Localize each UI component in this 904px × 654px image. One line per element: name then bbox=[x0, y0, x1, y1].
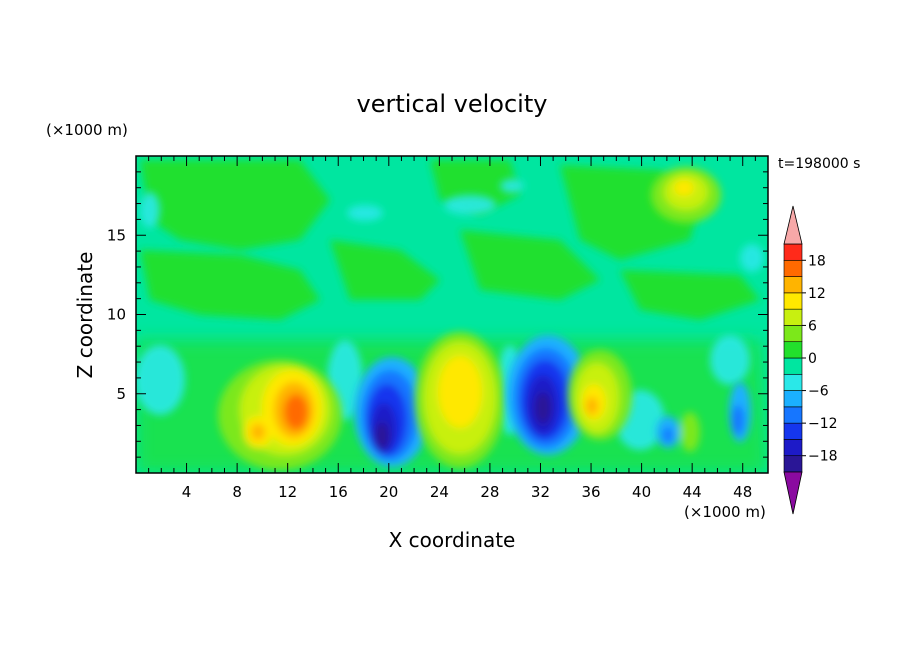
colorbar-segment bbox=[783, 243, 803, 261]
colorbar-segment bbox=[783, 422, 803, 440]
x-tick-label: 40 bbox=[632, 483, 651, 501]
colorbar-segment bbox=[783, 276, 803, 294]
colorbar-tick-label: −12 bbox=[808, 416, 838, 432]
x-tick-label: 28 bbox=[480, 483, 499, 501]
colorbar-under-arrow bbox=[783, 471, 803, 515]
x-tick-label: 32 bbox=[531, 483, 550, 501]
colorbar-segment bbox=[783, 357, 803, 375]
x-tick-label: 48 bbox=[733, 483, 752, 501]
chart-title: vertical velocity bbox=[357, 90, 548, 118]
colorbar-over-arrow bbox=[783, 205, 803, 245]
x-axis: 4 8 12 16 20 24 28 32 36 40 44 48 bbox=[148, 156, 756, 501]
y-axis: 5 10 15 bbox=[107, 171, 768, 458]
colorbar-tick-label: −18 bbox=[808, 449, 838, 465]
colorbar-segment bbox=[783, 406, 803, 424]
colorbar-segment bbox=[783, 341, 803, 359]
x-tick-label: 44 bbox=[683, 483, 702, 501]
x-tick-label: 36 bbox=[581, 483, 600, 501]
time-label: t=198000 s bbox=[778, 156, 860, 172]
y-unit-label: (×1000 m) bbox=[46, 121, 128, 139]
x-tick-label: 4 bbox=[182, 483, 192, 501]
colorbar-tick-label: 12 bbox=[808, 286, 826, 302]
x-tick-label: 24 bbox=[430, 483, 449, 501]
colorbar: 18 12 6 0 −6 −12 −18 bbox=[783, 205, 838, 515]
colorbar-segment bbox=[783, 455, 803, 473]
x-tick-label: 20 bbox=[379, 483, 398, 501]
heatmap-field bbox=[136, 156, 768, 473]
colorbar-segment bbox=[783, 390, 803, 408]
colorbar-tick-label: 6 bbox=[808, 318, 817, 334]
colorbar-segment bbox=[783, 308, 803, 326]
colorbar-tick-label: 18 bbox=[808, 253, 826, 269]
colorbar-segment bbox=[783, 439, 803, 457]
colorbar-tick-label: −6 bbox=[808, 384, 829, 400]
y-tick-label: 5 bbox=[116, 385, 126, 403]
y-axis-label: Z coordinate bbox=[73, 252, 97, 379]
colorbar-segment bbox=[783, 325, 803, 343]
x-tick-label: 8 bbox=[232, 483, 242, 501]
x-tick-label: 12 bbox=[278, 483, 297, 501]
x-axis-label: X coordinate bbox=[389, 528, 516, 552]
y-tick-label: 15 bbox=[107, 226, 126, 244]
x-unit-label: (×1000 m) bbox=[684, 503, 766, 521]
y-tick-label: 10 bbox=[107, 306, 126, 324]
colorbar-segment bbox=[783, 259, 803, 277]
colorbar-segment bbox=[783, 373, 803, 391]
colorbar-tick-label: 0 bbox=[808, 351, 817, 367]
colorbar-segment bbox=[783, 292, 803, 310]
x-tick-label: 16 bbox=[329, 483, 348, 501]
